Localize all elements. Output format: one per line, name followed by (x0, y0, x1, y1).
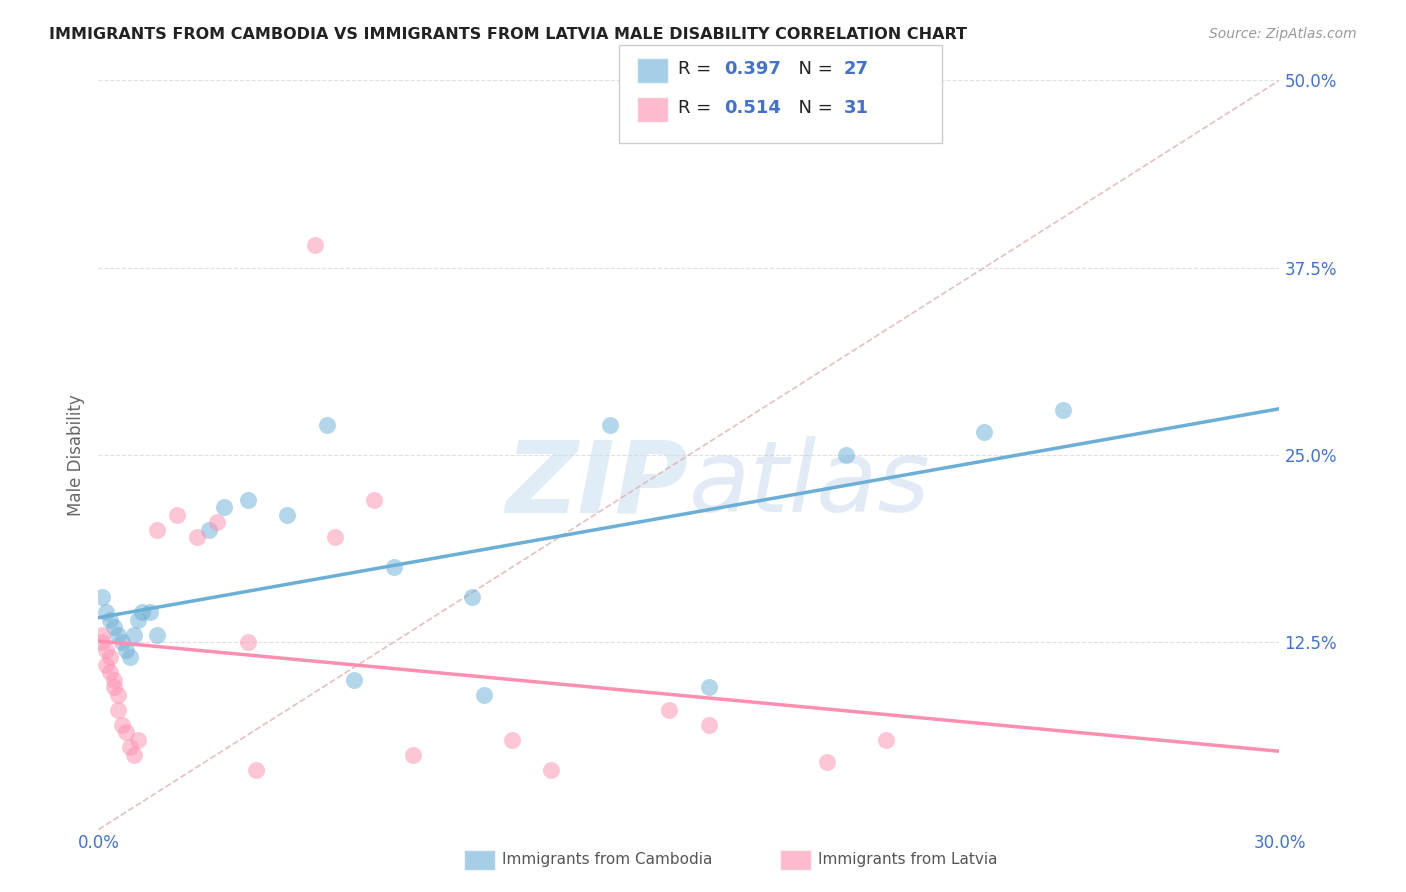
Point (697, 680, 720, 694)
Point (127, 732, 149, 747)
Text: N =: N = (787, 60, 839, 78)
Text: Source: ZipAtlas.com: Source: ZipAtlas.com (1209, 27, 1357, 41)
Point (146, 523, 169, 537)
Point (276, 508, 298, 522)
Point (122, 628, 145, 642)
Point (304, 238, 326, 252)
Text: Immigrants from Cambodia: Immigrants from Cambodia (502, 853, 713, 867)
Point (236, 492, 259, 507)
Point (98, 613, 121, 627)
Text: N =: N = (787, 99, 839, 117)
Point (107, 688, 129, 702)
Point (103, 673, 125, 687)
Point (103, 680, 125, 694)
Point (186, 530, 208, 544)
Point (815, 755, 838, 769)
Point (245, 763, 267, 777)
Point (461, 591, 484, 605)
Point (122, 747, 145, 762)
Point (127, 613, 149, 627)
Text: ZIP: ZIP (506, 436, 689, 533)
Point (382, 560, 405, 574)
Text: atlas: atlas (689, 436, 931, 533)
Point (205, 516, 228, 530)
Point (166, 508, 188, 522)
Text: IMMIGRANTS FROM CAMBODIA VS IMMIGRANTS FROM LATVIA MALE DISABILITY CORRELATION C: IMMIGRANTS FROM CAMBODIA VS IMMIGRANTS F… (49, 27, 967, 42)
Text: 0.514: 0.514 (724, 99, 780, 117)
Point (96, 657, 118, 672)
Point (118, 650, 141, 665)
Point (402, 747, 425, 762)
Point (1052, 403, 1074, 417)
Y-axis label: Male Disability: Male Disability (66, 394, 84, 516)
Point (91, 635, 114, 649)
Point (214, 500, 236, 515)
Point (540, 763, 562, 777)
Point (98, 650, 121, 665)
Point (91, 591, 114, 605)
Point (501, 732, 523, 747)
Point (146, 628, 169, 642)
Point (107, 628, 129, 642)
Point (599, 417, 621, 432)
Point (472, 688, 495, 702)
Point (96, 642, 118, 657)
Point (315, 417, 337, 432)
Text: R =: R = (678, 60, 717, 78)
Point (91, 628, 114, 642)
Point (111, 635, 134, 649)
Text: R =: R = (678, 99, 717, 117)
Point (115, 725, 138, 739)
Point (835, 448, 858, 462)
Point (111, 717, 134, 731)
Point (115, 642, 138, 657)
Point (98, 665, 121, 680)
Point (697, 717, 720, 731)
Point (658, 703, 681, 717)
Text: 0.397: 0.397 (724, 60, 780, 78)
Point (875, 732, 897, 747)
Point (96, 605, 118, 619)
Point (103, 620, 125, 634)
Point (138, 605, 160, 619)
Point (131, 605, 153, 619)
Text: 31: 31 (844, 99, 869, 117)
Point (197, 523, 219, 537)
Point (323, 530, 346, 544)
Point (236, 635, 259, 649)
Point (363, 492, 385, 507)
Point (343, 673, 366, 687)
Point (118, 740, 141, 755)
Text: 27: 27 (844, 60, 869, 78)
Point (107, 703, 129, 717)
Text: Immigrants from Latvia: Immigrants from Latvia (818, 853, 998, 867)
Point (973, 425, 995, 440)
